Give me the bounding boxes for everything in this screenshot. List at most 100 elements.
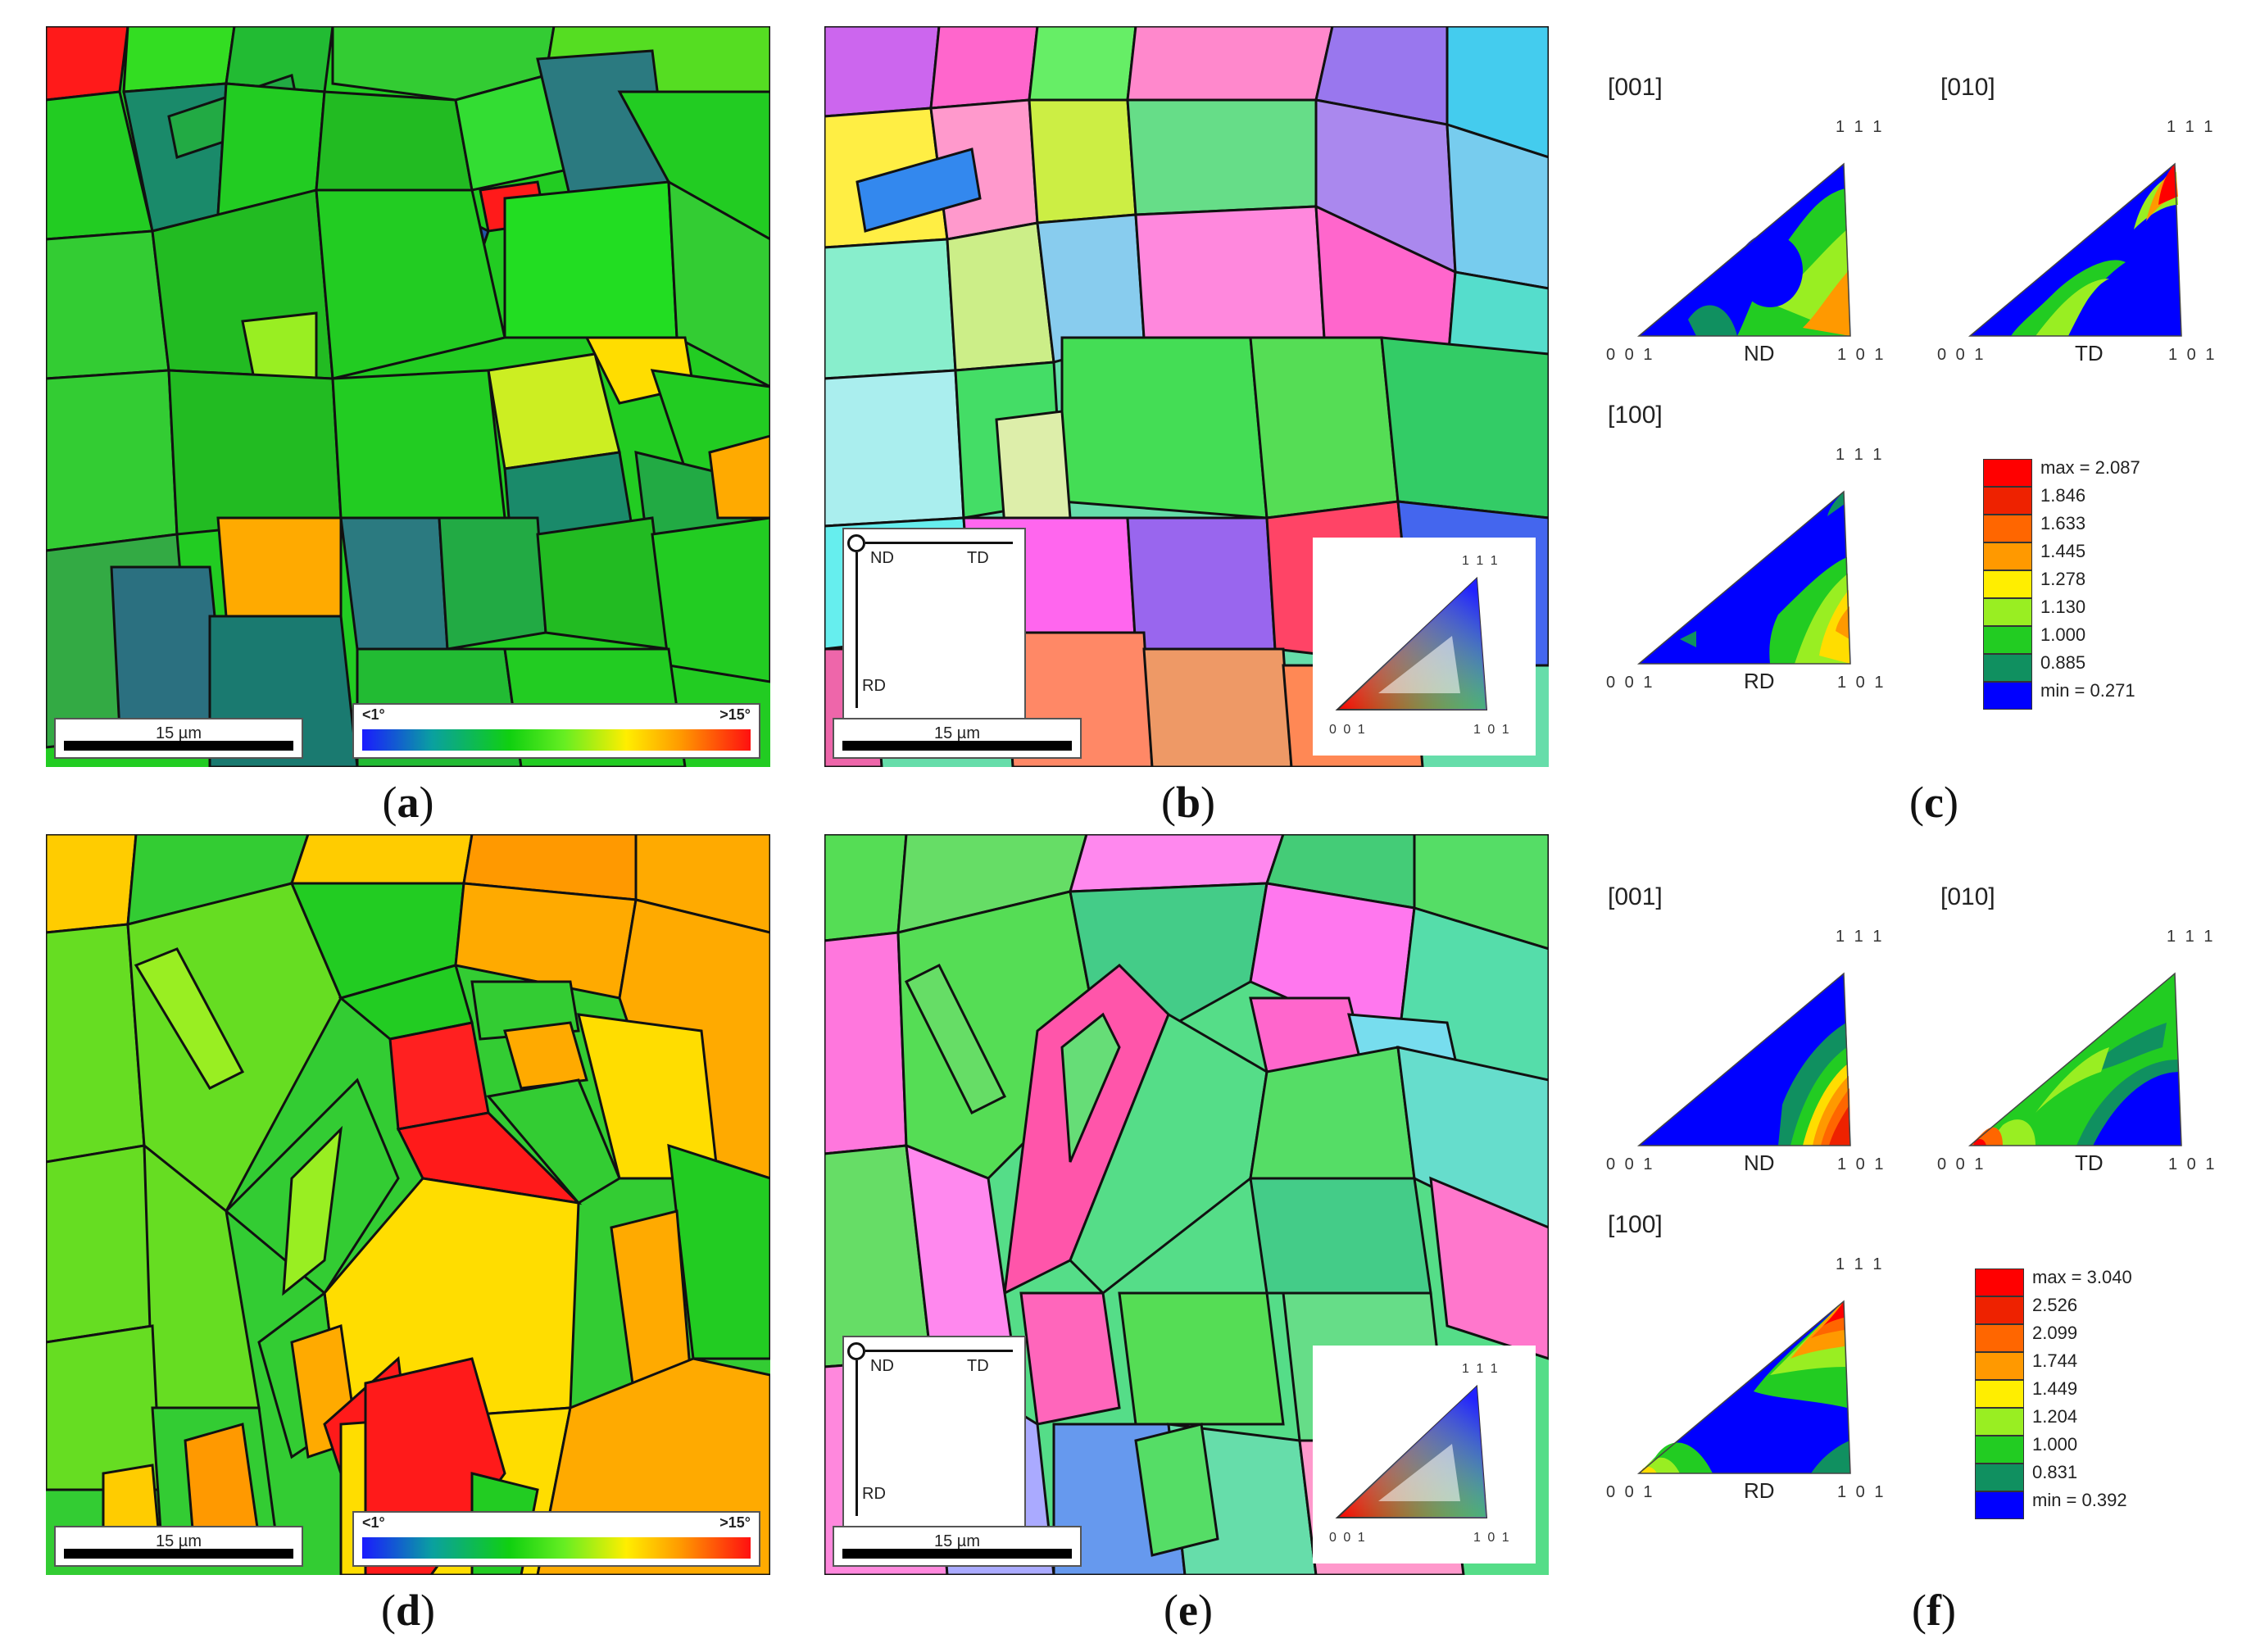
panel-label-e: (e): [1164, 1586, 1213, 1635]
ipf2-corner-101: 1 0 1: [2168, 1155, 2217, 1173]
legend-value: 1.000: [2032, 1434, 2078, 1455]
td-label: TD: [967, 549, 989, 567]
legend-value: 1.278: [2040, 569, 2086, 589]
ipf-color-key: 1 1 1 0 0 1 1 0 1: [1313, 1346, 1536, 1564]
legend-value: 1.633: [2040, 513, 2086, 533]
ipf1-corner-001: 0 0 1: [1606, 346, 1655, 364]
ipf-triangle-nd: [1636, 162, 1851, 337]
ipf1-corner-111: 1 1 1: [1836, 928, 1885, 946]
legend-swatch: [1983, 654, 2032, 682]
ipf-title-010: [010]: [1940, 74, 1995, 101]
key-low-label: <1°: [362, 1514, 385, 1531]
scale-bar-label: 15 µm: [934, 724, 980, 742]
ipf-triangle-td: [1967, 162, 2182, 337]
nd-label: ND: [870, 549, 894, 567]
legend-value: 1.130: [2040, 597, 2086, 617]
ipf-color-key: 1 1 1 0 0 1 1 0 1: [1313, 538, 1536, 756]
legend-swatch: [1975, 1352, 2024, 1380]
panel-label-d: (d): [380, 1586, 435, 1635]
panel-label-b: (b): [1160, 778, 1215, 827]
ipf3-corner-101: 1 0 1: [1837, 1483, 1886, 1501]
rd-axis-arrow: [856, 1360, 858, 1516]
ipf-title-100: [100]: [1608, 1211, 1663, 1238]
nd-axis-dot: [847, 1342, 865, 1360]
ipf3-corner-111: 1 1 1: [1836, 1255, 1885, 1273]
nd-label: ND: [870, 1357, 894, 1375]
ipf1-corner-101: 1 0 1: [1837, 1155, 1886, 1173]
legend-value: max = 2.087: [2040, 457, 2140, 478]
scale-bar-label: 15 µm: [156, 724, 202, 742]
ipf-title-001: [001]: [1608, 883, 1663, 910]
legend-swatch: [1983, 515, 2032, 542]
panel-label-a: (a): [382, 778, 434, 827]
legend-value: 1.000: [2040, 624, 2086, 645]
ipf-title-001: [001]: [1608, 74, 1663, 101]
panel-label-f: (f): [1912, 1586, 1956, 1635]
scale-bar: 15 µm: [833, 718, 1082, 759]
legend-swatch: [1975, 1491, 2024, 1519]
panel-d-map: 15 µm <1° >15°: [46, 834, 770, 1575]
panel-a-grains: [46, 26, 770, 767]
key-corner-001: 0 0 1: [1329, 723, 1367, 737]
legend-value: 1.445: [2040, 541, 2086, 561]
legend-swatch: [1975, 1296, 2024, 1324]
legend-value: 1.204: [2032, 1406, 2078, 1427]
ipf1-corner-001: 0 0 1: [1606, 1155, 1655, 1173]
ipf3-axis-rd: RD: [1744, 1478, 1775, 1503]
ipf3-corner-101: 1 0 1: [1837, 674, 1886, 692]
key-corner-111: 1 1 1: [1462, 554, 1500, 568]
ipf2-corner-001: 0 0 1: [1937, 1155, 1986, 1173]
panel-b-map: ND TD RD 15 µm 1 1 1 0 0 1 1 0 1: [824, 26, 1549, 767]
misorientation-color-key: <1° >15°: [352, 1511, 760, 1567]
ipf2-corner-101: 1 0 1: [2168, 346, 2217, 364]
ipf3-axis-rd: RD: [1744, 669, 1775, 693]
scale-bar-line: [64, 741, 293, 751]
legend-swatch: [1975, 1464, 2024, 1491]
td-axis-arrow: [865, 542, 1013, 544]
legend-swatch: [1983, 682, 2032, 710]
legend-swatch: [1983, 570, 2032, 598]
key-gradient-bar: [362, 1537, 751, 1559]
ipf3-corner-001: 0 0 1: [1606, 1483, 1655, 1501]
legend-value: 0.831: [2032, 1462, 2078, 1482]
panel-d-grains: [46, 834, 770, 1575]
key-corner-101: 1 0 1: [1473, 1531, 1511, 1545]
key-corner-111: 1 1 1: [1462, 1362, 1500, 1376]
legend-value: 1.846: [2040, 485, 2086, 506]
legend-swatch: [1983, 626, 2032, 654]
scale-bar-label: 15 µm: [934, 1532, 980, 1550]
ipf2-axis-td: TD: [2075, 341, 2104, 365]
key-gradient-bar: [362, 729, 751, 751]
rd-axis-arrow: [856, 552, 858, 708]
key-corner-001: 0 0 1: [1329, 1531, 1367, 1545]
legend-swatch: [1975, 1380, 2024, 1408]
legend-value: 1.744: [2032, 1350, 2078, 1371]
rd-label: RD: [862, 1485, 886, 1503]
legend-swatch: [1975, 1324, 2024, 1352]
ipf-triangle-rd: [1636, 1300, 1851, 1474]
ipf-key-triangle: [1335, 576, 1488, 710]
key-corner-101: 1 0 1: [1473, 723, 1511, 737]
ipf-title-010: [010]: [1940, 883, 1995, 910]
ipf-density-legend: max = 2.087 1.846 1.633 1.445 1.278 1.13…: [1983, 457, 2212, 721]
sample-axes: ND TD RD: [842, 528, 1026, 721]
rd-label: RD: [862, 677, 886, 695]
key-high-label: >15°: [719, 1514, 751, 1531]
scale-bar: 15 µm: [54, 718, 303, 759]
ipf-density-legend: max = 3.040 2.526 2.099 1.744 1.449 1.20…: [1975, 1267, 2212, 1531]
legend-swatch: [1975, 1408, 2024, 1436]
panel-e-grains: [824, 834, 1549, 1575]
panel-e-map: ND TD RD 15 µm 1 1 1 0 0 1 1 0 1: [824, 834, 1549, 1575]
legend-swatch: [1983, 487, 2032, 515]
legend-swatch: [1983, 459, 2032, 487]
ipf3-corner-111: 1 1 1: [1836, 446, 1885, 464]
panel-label-c: (c): [1909, 778, 1958, 827]
ipf1-axis-nd: ND: [1744, 341, 1775, 365]
scale-bar-line: [64, 1549, 293, 1559]
ipf2-axis-td: TD: [2075, 1150, 2104, 1175]
legend-swatch: [1983, 598, 2032, 626]
ipf2-corner-111: 1 1 1: [2167, 928, 2216, 946]
td-axis-arrow: [865, 1350, 1013, 1352]
ipf-triangle-td: [1967, 972, 2182, 1146]
key-high-label: >15°: [719, 706, 751, 723]
